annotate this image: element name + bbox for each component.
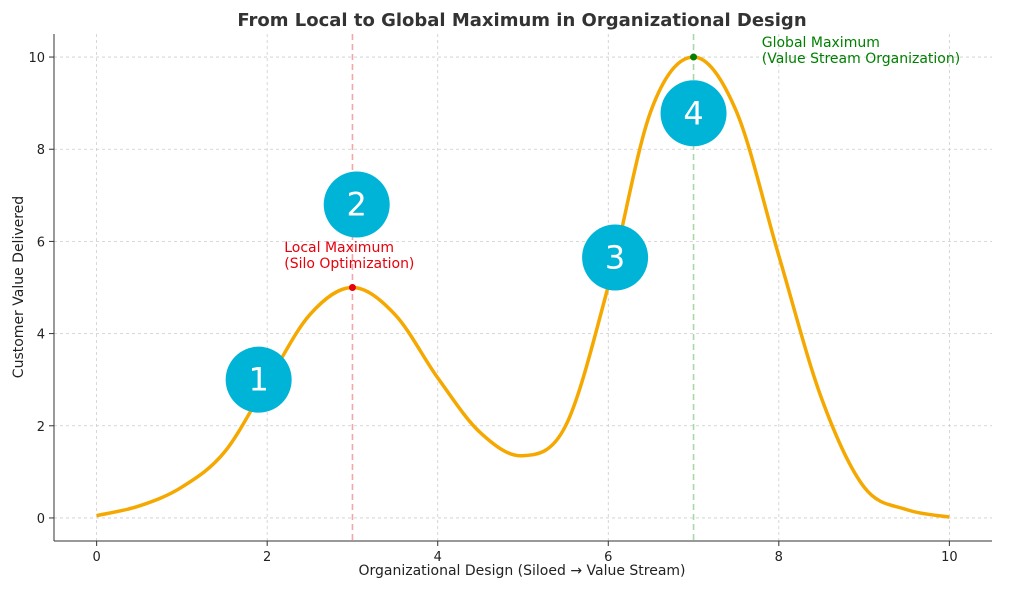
- x-axis-label: Organizational Design (Siloed → Value St…: [358, 563, 685, 579]
- annotation-line: (Silo Optimization): [284, 256, 414, 272]
- y-tick-label: 10: [28, 51, 45, 66]
- step-markers: 1 2 3 4: [225, 80, 727, 413]
- step-marker-circle: [660, 80, 727, 147]
- grid: [54, 34, 992, 541]
- reference-lines: [351, 34, 695, 541]
- axes: [49, 34, 992, 546]
- step-marker-label: 2: [347, 186, 367, 224]
- step-marker-label: 4: [683, 94, 703, 132]
- annotation-line: (Value Stream Organization): [762, 51, 960, 67]
- x-tick-label: 2: [263, 550, 271, 565]
- y-tick-label: 0: [37, 512, 45, 527]
- step-marker: 3: [582, 224, 649, 291]
- y-tick-label: 6: [37, 235, 45, 250]
- annotation-text: Local Maximum (Silo Optimization): [284, 240, 414, 272]
- step-marker: 1: [225, 346, 292, 413]
- annotation-line: Local Maximum: [284, 240, 394, 256]
- x-tick-label: 8: [775, 550, 783, 565]
- x-tick-label: 0: [92, 550, 100, 565]
- chart-title: From Local to Global Maximum in Organiza…: [237, 10, 806, 31]
- step-marker: 2: [323, 171, 390, 238]
- x-tick-label: 10: [941, 550, 958, 565]
- y-tick-label: 2: [37, 420, 45, 435]
- annotations: Local Maximum (Silo Optimization) Global M…: [284, 35, 960, 272]
- step-marker-label: 3: [605, 239, 625, 277]
- step-marker-label: 1: [248, 361, 268, 399]
- highlight-point: [348, 284, 356, 291]
- step-marker-circle: [323, 171, 390, 238]
- x-tick-label: 4: [434, 550, 442, 565]
- series-line: [96, 55, 950, 519]
- series-layer: [96, 55, 950, 519]
- step-marker: 4: [660, 80, 727, 147]
- tick-labels: 0 2 4 6 8 10 0 2 4 6 8 10: [28, 51, 957, 565]
- highlight-points: [348, 53, 698, 291]
- step-marker-circle: [582, 224, 649, 291]
- x-tick-label: 6: [604, 550, 612, 565]
- annotation-text: Global Maximum (Value Stream Organization…: [762, 35, 960, 67]
- annotation-line: Global Maximum: [762, 35, 880, 51]
- step-marker-circle: [225, 346, 292, 413]
- highlight-point: [690, 53, 698, 61]
- y-tick-label: 8: [37, 143, 45, 158]
- y-tick-label: 4: [37, 328, 45, 343]
- y-axis-label: Customer Value Delivered: [11, 196, 27, 378]
